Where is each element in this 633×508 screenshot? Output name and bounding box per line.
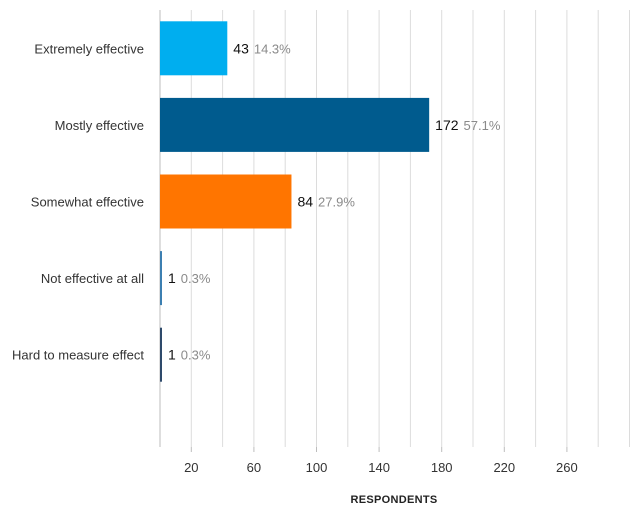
bar: [160, 327, 162, 382]
category-labels: Extremely effective Mostly effective Somew…: [12, 41, 144, 362]
x-axis-title: RESPONDENTS: [350, 494, 437, 506]
percent-label: 0.3%: [181, 348, 211, 363]
data-label: 84 27.9%: [297, 194, 355, 210]
percent-label: 0.3%: [181, 271, 211, 286]
bar: [160, 251, 162, 306]
category-label: Extremely effective: [34, 41, 144, 56]
data-label: 172 57.1%: [435, 117, 501, 133]
bar: [160, 174, 292, 229]
data-label: 43 14.3%: [233, 40, 291, 56]
value-label: 1: [168, 270, 176, 286]
x-tick-label: 20: [184, 460, 198, 475]
value-label: 84: [297, 194, 313, 210]
value-label: 1: [168, 347, 176, 363]
percent-label: 14.3%: [254, 41, 291, 56]
x-tick-label: 100: [306, 460, 328, 475]
x-tick-label: 220: [493, 460, 515, 475]
x-tick-label: 260: [556, 460, 578, 475]
x-tick-labels: 20 60 100 140 180 220 260: [184, 447, 578, 475]
percent-label: 27.9%: [318, 195, 355, 210]
gridlines: [190, 10, 630, 447]
bar: [160, 21, 228, 76]
value-label: 43: [233, 40, 249, 56]
category-label: Mostly effective: [55, 118, 144, 133]
percent-label: 57.1%: [464, 118, 501, 133]
x-tick-label: 140: [368, 460, 390, 475]
category-label: Somewhat effective: [31, 195, 144, 210]
value-label: 172: [435, 117, 459, 133]
bar: [160, 97, 430, 152]
data-label: 1 0.3%: [168, 347, 211, 363]
category-label: Hard to measure effect: [12, 348, 144, 363]
x-tick-label: 180: [431, 460, 453, 475]
x-tick-label: 60: [247, 460, 261, 475]
category-label: Not effective at all: [41, 271, 144, 286]
data-label: 1 0.3%: [168, 270, 211, 286]
bars-group: 43 14.3% 172 57.1% 84 27.9% 1 0.3% 1 0.3%: [160, 21, 501, 382]
